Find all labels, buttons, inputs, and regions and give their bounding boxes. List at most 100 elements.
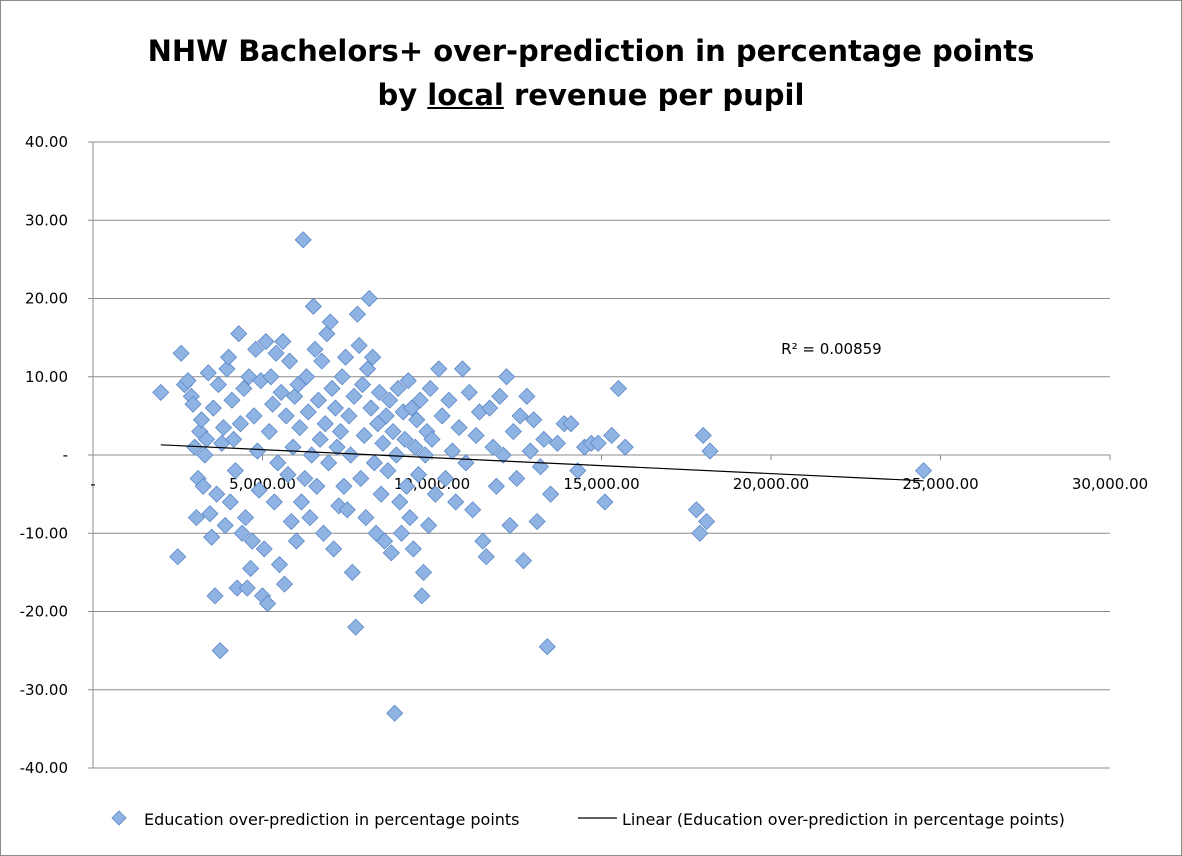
data-point [245,407,263,425]
data-point [342,446,360,464]
data-point [308,477,326,495]
data-point [345,387,363,405]
data-point [331,422,350,441]
data-point [186,438,204,456]
data-point [233,524,251,542]
data-point [548,434,566,452]
data-point [275,575,294,593]
data-point [562,415,580,433]
data-point [235,379,253,398]
y-axis-tick-labels: 40.00 30.00 20.00 10.00 - -10.00 -20.00 -30.00 -… [20,133,68,777]
data-point [340,407,358,425]
legend-item-scatter: Education over-prediction in percentage … [111,810,520,829]
data-point [272,383,290,401]
data-point [338,501,356,519]
data-point [433,407,451,425]
data-point [187,509,205,527]
y-tick-label: - [63,446,68,464]
data-point [477,548,495,566]
legend-label-trendline: Linear (Education over-prediction in per… [622,810,1065,829]
data-point [616,438,634,456]
data-point [284,438,302,456]
data-point [382,544,400,562]
data-point [370,383,389,401]
data-point [255,540,273,558]
data-point [282,512,300,531]
data-point [309,391,328,409]
data-point [487,477,505,495]
data-point [184,395,202,413]
data-point [348,305,366,323]
axes [88,141,1111,769]
chart-title-underlined-word: local [427,78,504,112]
data-point [208,485,226,503]
data-point [353,376,372,394]
data-point [511,407,529,425]
data-point [209,376,227,394]
data-point [364,348,382,366]
data-point [691,524,709,542]
data-point [269,454,287,472]
x-tick-label: 15,000.00 [563,475,639,493]
data-point [321,313,339,331]
chart-title: NHW Bachelors+ over-prediction in percen… [1,29,1181,117]
data-point [299,403,317,421]
data-point [609,379,628,398]
data-point [355,426,373,445]
data-point [392,524,411,542]
data-point [421,379,439,398]
data-point [262,368,280,386]
data-point [274,332,292,351]
data-point [406,438,424,456]
data-point [260,422,278,441]
data-point [267,344,285,362]
data-point [384,422,402,441]
data-point [535,430,553,448]
data-point [247,340,265,358]
data-point [423,430,441,448]
data-point [265,493,283,511]
data-point [450,419,468,437]
data-point [514,552,533,570]
data-point [414,563,433,581]
data-point [281,352,299,370]
data-point [306,340,324,358]
data-point [335,477,353,495]
data-point [172,344,190,362]
data-point [474,532,492,550]
y-tick-label: -10.00 [20,524,68,542]
data-point [491,387,509,405]
legend-label-scatter: Education over-prediction in percentage … [144,810,520,829]
data-point [350,336,368,355]
data-point [538,638,556,656]
data-point [589,434,607,452]
data-point [203,528,221,546]
data-point [443,442,461,460]
data-point [362,399,380,417]
data-point [498,368,516,386]
data-point [569,462,587,480]
data-point [531,458,550,476]
data-point [328,438,346,456]
y-tick-label: 40.00 [25,133,68,151]
data-point [399,372,417,390]
y-tick-label: -20.00 [20,603,68,621]
y-tick-label: -30.00 [20,681,68,699]
data-point [325,540,343,558]
data-point [221,493,239,511]
data-point [236,509,255,527]
data-point [226,462,244,480]
data-point [374,434,392,452]
data-point [430,360,448,378]
data-point [270,555,289,574]
data-point [387,446,405,464]
data-point [687,501,705,519]
data-point [467,426,485,445]
data-point [287,532,305,550]
data-point [264,395,282,413]
y-tick-label: 10.00 [25,368,68,386]
data-point [440,391,458,409]
data-point [377,407,395,425]
data-point [206,587,224,605]
data-point [484,438,502,456]
